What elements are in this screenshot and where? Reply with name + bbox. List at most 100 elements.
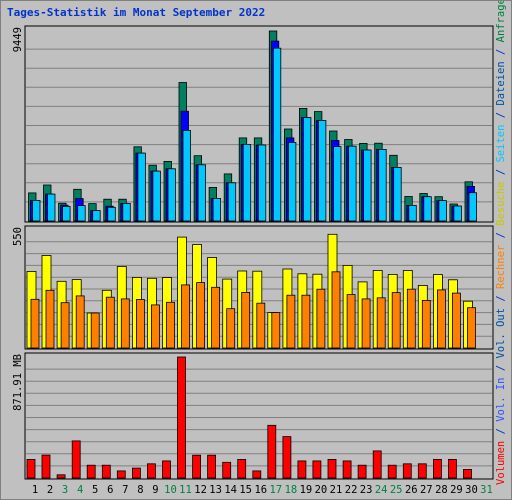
bar-seiten-day-3 [62,205,71,222]
x-day-label: 21 [330,484,343,496]
bar-seiten-day-2 [47,193,56,222]
bar-volumen-day-30 [463,468,472,479]
bar-seiten-day-19 [302,117,312,222]
panel-border [24,352,494,480]
bar-seiten-day-28 [438,200,447,222]
x-day-label: 12 [194,484,207,496]
bar-rechner-day-29 [451,292,461,349]
bar-volumen-day-19 [297,460,307,479]
x-day-label: 6 [107,484,113,496]
legend-separator: / [495,422,507,441]
x-day-label: 25 [390,484,403,496]
bar-seiten-day-4 [77,205,86,222]
bar-seiten-day-16 [257,144,267,222]
bar-seiten-day-25 [393,166,402,222]
legend-anfragen: Anfragen [495,1,507,42]
bar-volumen-day-17 [267,424,277,479]
bar-seiten-day-13 [212,197,222,222]
bar-seiten-day-14 [227,182,237,222]
bar-rechner-day-21 [331,271,341,349]
legend-separator: / [495,42,507,61]
legend-separator: / [495,163,507,182]
x-day-label: 17 [269,484,282,496]
bar-seiten-day-17 [272,47,282,222]
bar-seiten-day-18 [287,141,297,222]
bar-volumen-day-7 [116,470,126,479]
legend-vol-out: Vol. Out [495,308,507,359]
x-day-label: 2 [47,484,53,496]
bar-seiten-day-15 [242,143,252,222]
bar-seiten-day-6 [107,206,116,222]
legend-separator: / [495,106,507,125]
bar-rechner-day-4 [75,295,85,349]
bar-volumen-day-25 [387,464,397,479]
x-day-label: 11 [179,484,192,496]
panel-requests [24,25,494,223]
legend-separator: / [495,359,507,378]
bar-seiten-day-10 [167,168,176,222]
bar-volumen-day-21 [327,458,337,479]
bar-rechner-day-17 [271,312,281,349]
bar-volumen-day-13 [207,454,217,479]
bar-volumen-day-16 [252,470,262,479]
panel-visits [24,225,494,350]
bar-seiten-day-9 [152,170,161,222]
bar-rechner-day-12 [196,282,206,349]
bar-rechner-day-26 [406,288,416,349]
bar-volumen-day-9 [146,463,156,479]
bar-rechner-day-24 [376,297,386,349]
x-day-label: 26 [405,484,418,496]
legend-volumen: Volumen [495,441,507,485]
bar-seiten-day-29 [453,205,462,222]
bar-rechner-day-30 [467,307,476,349]
bar-volumen-day-14 [222,461,232,479]
bar-volumen-day-18 [282,436,292,479]
bar-volumen-day-10 [162,460,171,479]
bar-rechner-day-3 [60,302,70,349]
bar-rechner-day-7 [120,298,130,349]
bar-volumen-day-23 [357,464,367,479]
x-day-label: 13 [209,484,222,496]
bar-volumen-day-22 [342,460,352,479]
bar-volumen-day-8 [131,467,141,479]
bar-rechner-day-13 [211,286,221,349]
bar-rechner-day-18 [286,294,296,349]
bar-rechner-day-20 [316,288,326,349]
bar-seiten-day-24 [378,148,387,222]
bar-seiten-day-8 [137,152,146,222]
x-day-label: 16 [254,484,267,496]
bar-volumen-day-26 [402,463,412,479]
bar-seiten-day-7 [122,202,131,222]
x-day-label: 3 [62,484,68,496]
bar-volumen-day-5 [86,464,96,479]
bar-rechner-day-8 [135,299,145,349]
y-max-label-requests: 9449 [12,27,24,52]
y-max-label-visits: 550 [12,227,24,246]
bar-seiten-day-20 [317,120,327,222]
x-day-label: 29 [450,484,463,496]
bar-rechner-day-11 [181,284,190,349]
x-day-label: 22 [345,484,358,496]
x-day-label: 31 [480,484,493,496]
bar-rechner-day-15 [241,291,251,349]
bar-volumen-day-20 [312,460,322,479]
x-day-label: 20 [315,484,328,496]
x-day-label: 4 [77,484,83,496]
panel-volume [24,352,494,480]
legend-dateien: Dateien [495,61,507,105]
x-day-label: 8 [137,484,143,496]
x-day-label: 19 [300,484,313,496]
x-day-label: 1 [32,484,38,496]
x-day-label: 15 [239,484,252,496]
legend-separator: / [495,289,507,308]
bar-rechner-day-19 [301,294,311,349]
legend-vol-in: Vol. In [495,378,507,422]
bar-rechner-day-28 [436,289,446,349]
bar-volumen-day-28 [432,458,442,479]
bar-seiten-day-27 [423,196,432,222]
x-day-label: 9 [152,484,158,496]
bar-rechner-day-10 [166,301,175,349]
bar-volumen-day-2 [41,454,51,479]
